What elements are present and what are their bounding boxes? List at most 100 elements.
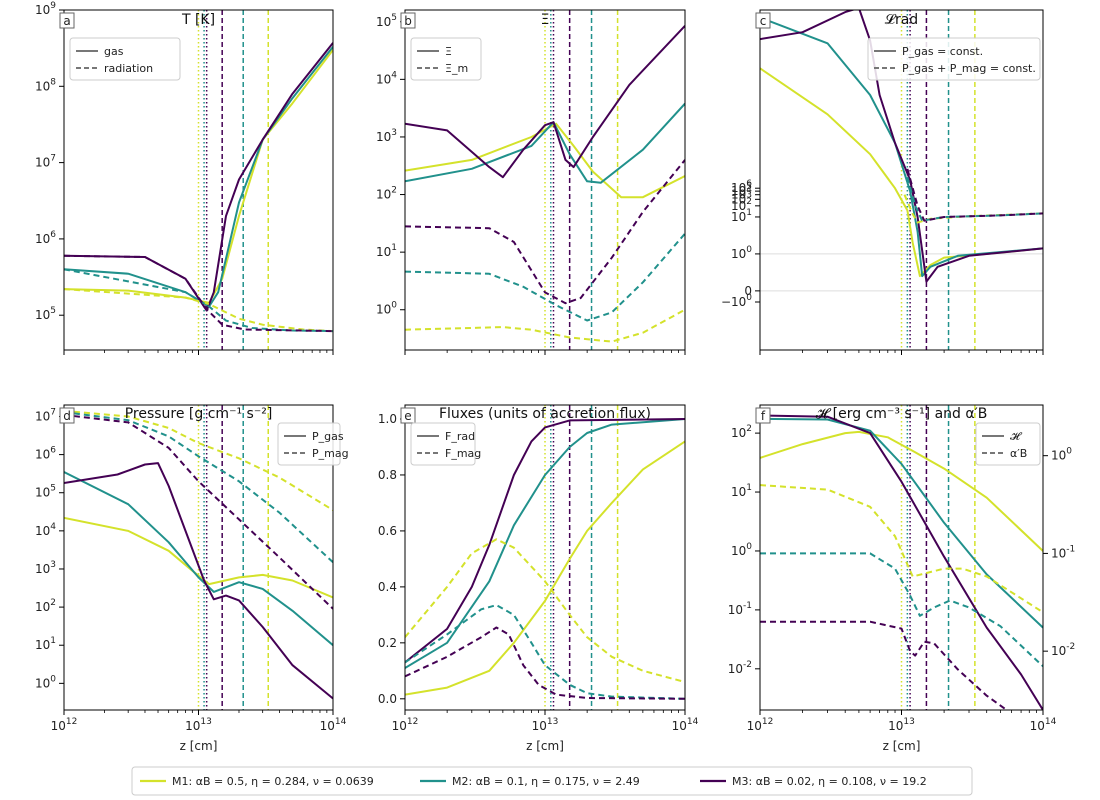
legend-label: Ξ_m xyxy=(445,62,468,75)
y-tick-label: 0.4 xyxy=(378,580,397,594)
series-M1-solid xyxy=(64,49,333,304)
y-tick-label: 103 xyxy=(35,560,56,576)
y-tick-label: 109 xyxy=(35,1,56,17)
series-M3-solid xyxy=(64,462,333,700)
plot-area-a xyxy=(64,10,333,350)
y-tick-label: 107 xyxy=(35,154,56,170)
series-M3-dashed xyxy=(405,159,685,305)
panel-letter: d xyxy=(59,407,75,424)
panel-letter: a xyxy=(59,12,75,29)
y-tick-label: 103 xyxy=(376,128,397,144)
series-M2-solid xyxy=(405,102,685,184)
y-tick-label: 106 xyxy=(731,179,752,195)
panel-title: T [K] xyxy=(181,12,215,28)
y-tick-label: 105 xyxy=(376,13,397,29)
legend-box xyxy=(975,422,1041,466)
legend-box xyxy=(867,37,1041,81)
legend: F_rad F_mag xyxy=(410,422,481,466)
panel-letter-text: c xyxy=(760,14,767,28)
series-M1-solid xyxy=(64,516,333,599)
series-M3-dashed xyxy=(405,626,685,700)
y-tick-label: 108 xyxy=(35,77,56,93)
legend-label: Ξ xyxy=(445,45,452,58)
series-M1-dashed xyxy=(64,288,333,333)
series-M1-dashed xyxy=(64,409,333,511)
x-axis-label: z [cm] xyxy=(883,739,921,753)
x-tick-label: 1014 xyxy=(1030,717,1057,733)
legend-box xyxy=(69,37,181,81)
legend-box xyxy=(277,422,341,466)
y-tick-label: 101 xyxy=(35,636,56,652)
series-M2-solid xyxy=(760,16,1043,278)
series-M2-solid xyxy=(760,417,1043,629)
legend-label: radiation xyxy=(104,62,153,75)
series-M2-dashed xyxy=(760,552,1043,668)
y-tick-label: 103 xyxy=(731,190,752,206)
panel-letter-box xyxy=(400,12,416,29)
series-M2-solid xyxy=(64,46,333,308)
y-tick-label: 0.2 xyxy=(378,636,397,650)
series-M1-dashed xyxy=(903,194,1043,224)
panel-title: Fluxes (units of accretion flux) xyxy=(439,406,651,422)
series-M3-solid xyxy=(760,414,1043,710)
model-label-M3: M3: αB = 0.02, η = 0.108, ν = 19.2 xyxy=(732,775,927,788)
panel-letter: e xyxy=(400,407,416,424)
x-tick-label: 1012 xyxy=(51,717,78,733)
series-M1-dashed xyxy=(760,484,1043,614)
legend-label: F_rad xyxy=(445,430,475,443)
panel-letter-box xyxy=(755,12,771,29)
series-M2-solid xyxy=(64,471,333,646)
y-tick-label: 0.8 xyxy=(378,468,397,482)
legend-label: P_gas + P_mag = const. xyxy=(902,62,1036,75)
x-tick-label: 1013 xyxy=(532,717,559,733)
legend: Ξ Ξ_m xyxy=(410,37,482,81)
legend: P_gas P_mag xyxy=(277,422,349,466)
series-M3-dashed xyxy=(760,620,1009,710)
series-M2-dashed xyxy=(405,604,685,700)
model-legend-box xyxy=(131,766,973,796)
panel-a: 105 106 107 108 109 a T [K] gas radiation xyxy=(35,1,334,355)
y-tick-label: 104 xyxy=(376,70,397,86)
panel-title: 𝓛rad xyxy=(885,12,918,28)
panel-letter: b xyxy=(400,12,416,29)
y-tick-label: 100 xyxy=(731,245,752,261)
y2-tick-label: 100 xyxy=(1051,447,1072,463)
model-legend: M1: αB = 0.5, η = 0.284, ν = 0.0639 M2: α… xyxy=(131,766,973,796)
panel-letter-text: b xyxy=(404,14,412,28)
panel-title: Ξ xyxy=(541,12,550,28)
y-tick-label: 104 xyxy=(731,186,752,202)
legend: P_gas = const. P_gas + P_mag = const. xyxy=(867,37,1041,81)
x-axis-label: z [cm] xyxy=(180,739,218,753)
panel-letter-box xyxy=(59,407,75,424)
model-label-M1: M1: αB = 0.5, η = 0.284, ν = 0.0639 xyxy=(172,775,374,788)
legend: gas radiation xyxy=(69,37,181,81)
x-tick-label: 1012 xyxy=(747,717,774,733)
y-tick-label: 102 xyxy=(731,197,752,213)
panel-title: Pressure [g cm⁻¹ s⁻²] xyxy=(125,406,273,422)
y-tick-label: 100 xyxy=(376,301,397,317)
series-M2-dashed xyxy=(405,232,685,322)
y-tick-label: 10-1 xyxy=(728,601,752,617)
panel-letter-text: e xyxy=(404,409,411,423)
series-M3-dashed xyxy=(64,254,333,333)
panel-f: 1012 1013 1014 z [cm] 102 101 100 10-1 10-2 100 10… xyxy=(728,404,1075,753)
y-tick-label: 10-2 xyxy=(728,660,752,676)
legend-label: 𝓗 xyxy=(1010,430,1023,443)
y-tick-label: 102 xyxy=(376,186,397,202)
x-tick-label: 1014 xyxy=(672,717,699,733)
y-tick-label: 0 xyxy=(744,284,752,298)
panel-letter-box xyxy=(400,407,416,424)
plot-area-d xyxy=(64,405,333,710)
legend-label: α′B xyxy=(1010,447,1027,460)
panel-letter-box xyxy=(755,407,771,424)
model-label-M2: M2: αB = 0.1, η = 0.175, ν = 2.49 xyxy=(452,775,640,788)
series-M3-solid xyxy=(405,418,685,664)
y-tick-label: 101 xyxy=(731,483,752,499)
y-tick-label: 105 xyxy=(731,182,752,198)
series-M3-solid xyxy=(760,10,1043,283)
y-tick-label: 106 xyxy=(35,446,56,462)
y-tick-label: 102 xyxy=(35,598,56,614)
y2-tick-label: 10-1 xyxy=(1051,544,1075,560)
x-tick-label: 1013 xyxy=(185,717,212,733)
y-tick-label: 101 xyxy=(731,208,752,224)
